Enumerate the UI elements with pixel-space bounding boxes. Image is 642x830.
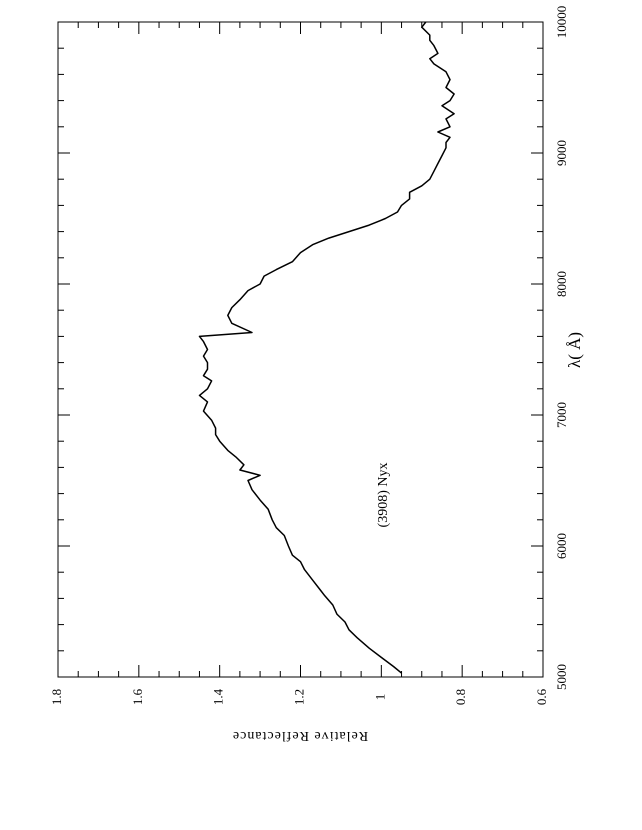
- x-axis-label: λ( Å): [565, 332, 584, 368]
- y-tick-label: 1.8: [49, 689, 64, 705]
- spectrum-line: [198, 21, 455, 674]
- y-axis-label: Relative Reflectance: [232, 728, 368, 743]
- y-tick-label: 1.4: [211, 688, 226, 705]
- x-tick-label: 8000: [554, 271, 569, 297]
- y-tick-label: 1.6: [130, 688, 145, 705]
- y-tick-label: 0.8: [453, 689, 468, 705]
- x-tick-label: 6000: [554, 533, 569, 559]
- x-tick-label: 5000: [554, 664, 569, 690]
- plot-frame: [57, 21, 544, 678]
- annotation: (3908) Nyx: [376, 463, 391, 528]
- x-tick-label: 9000: [554, 140, 569, 166]
- y-tick-label: 1.2: [291, 689, 306, 705]
- x-tick-label: 10000: [554, 6, 569, 39]
- x-tick-label: 7000: [554, 402, 569, 428]
- y-tick-label: 0.6: [534, 688, 549, 705]
- y-tick-label: 1: [372, 694, 387, 701]
